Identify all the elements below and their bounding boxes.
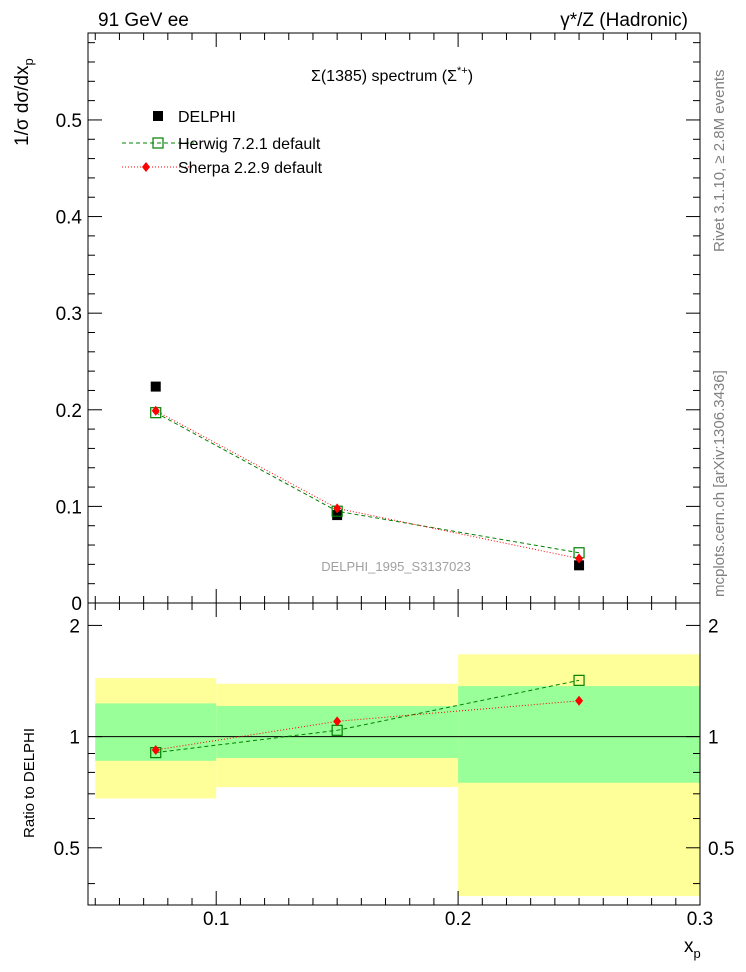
mcplots-label: mcplots.cern.ch [arXiv:1306.3436] <box>711 370 728 597</box>
legend-label-delphi: DELPHI <box>178 109 236 126</box>
main-ylabel-sub: p <box>21 58 36 65</box>
main-panel: 00.10.20.30.40.5 Σ(1385) spectrum (Σ*+) … <box>12 32 701 615</box>
main-ytick-label: 0.3 <box>56 304 82 325</box>
ratio-herwig-line <box>155 679 580 754</box>
ratio-sherpa-point <box>575 695 584 706</box>
ratio-xtick-label: 0.1 <box>203 909 229 930</box>
ratio-sherpa-point <box>333 716 342 727</box>
main-ytick-label: 0.5 <box>56 111 82 132</box>
legend-marker-delphi <box>153 111 163 121</box>
ratio-xtick-label: 0.2 <box>445 909 471 930</box>
ratio-ytick-labels: 0.5 0.5 1 1 2 2 <box>54 616 735 859</box>
x-axis-label-text: x <box>684 936 694 957</box>
main-ytick-label: 0.2 <box>56 401 82 422</box>
ratio-ylabel: Ratio to DELPHI <box>21 728 38 838</box>
legend-marker-sherpa <box>142 162 150 172</box>
main-ticks <box>88 33 701 604</box>
main-title-text: Σ(1385) spectrum (Σ <box>311 68 457 85</box>
herwig-line <box>155 412 580 554</box>
main-ytick-label: 0 <box>71 594 82 615</box>
ratio-ytick-label: 0.5 <box>54 839 80 860</box>
header-right: γ*/Z (Hadronic) <box>560 10 688 31</box>
ratio-ticks <box>88 603 701 905</box>
watermark-label: DELPHI_1995_S3137023 <box>321 559 471 574</box>
main-ytick-label: 0.1 <box>56 497 82 518</box>
ratio-herwig-point <box>573 674 585 686</box>
x-axis-label-sub: p <box>694 946 701 961</box>
sherpa-line <box>155 410 580 560</box>
header-left: 91 GeV ee <box>98 10 189 31</box>
ratio-xtick-label: 0.3 <box>687 909 713 930</box>
ratio-ytick-label-right: 2 <box>708 616 719 637</box>
ratio-ytick-label-right: 0.5 <box>708 839 734 860</box>
delphi-point <box>574 560 585 571</box>
delphi-point <box>150 381 161 392</box>
legend: DELPHI Herwig 7.2.1 default Sherpa 2.2.9… <box>122 109 323 177</box>
main-ylabel-text: 1/σ dσ/dx <box>12 65 33 146</box>
ratio-ytick-label: 1 <box>69 728 80 749</box>
legend-label-herwig: Herwig 7.2.1 default <box>178 136 321 153</box>
ratio-ytick-label: 2 <box>69 616 80 637</box>
main-title: Σ(1385) spectrum (Σ*+) <box>311 65 473 85</box>
ratio-sherpa-point <box>151 744 160 755</box>
main-title-sup: *+ <box>457 65 468 77</box>
main-ytick-label: 0.4 <box>56 208 83 229</box>
x-axis-label: xp <box>684 936 701 961</box>
ratio-panel: 0.5 0.5 1 1 2 2 0.1 0.2 0.3 Ratio to DELPHI xp <box>21 602 735 961</box>
main-ylabel: 1/σ dσ/dxp <box>12 58 36 146</box>
sherpa-point <box>575 553 584 564</box>
delphi-point <box>332 510 343 521</box>
ratio-band-inner <box>216 706 459 759</box>
legend-marker-herwig <box>152 137 164 149</box>
main-marks <box>150 381 585 571</box>
rivet-label: Rivet 3.1.10, ≥ 2.8M events <box>711 70 728 253</box>
sherpa-point <box>333 503 342 514</box>
ratio-xtick-labels: 0.1 0.2 0.3 <box>203 909 713 930</box>
sherpa-point <box>151 405 160 416</box>
ratio-bands <box>95 654 700 897</box>
legend-label-sherpa: Sherpa 2.2.9 default <box>178 160 323 177</box>
main-ytick-labels: 0 0.1 0.2 0.3 0.4 0.5 <box>56 111 83 615</box>
main-title-close: ) <box>468 68 473 85</box>
ratio-marks <box>150 674 585 759</box>
ratio-ytick-label-right: 1 <box>708 728 719 749</box>
